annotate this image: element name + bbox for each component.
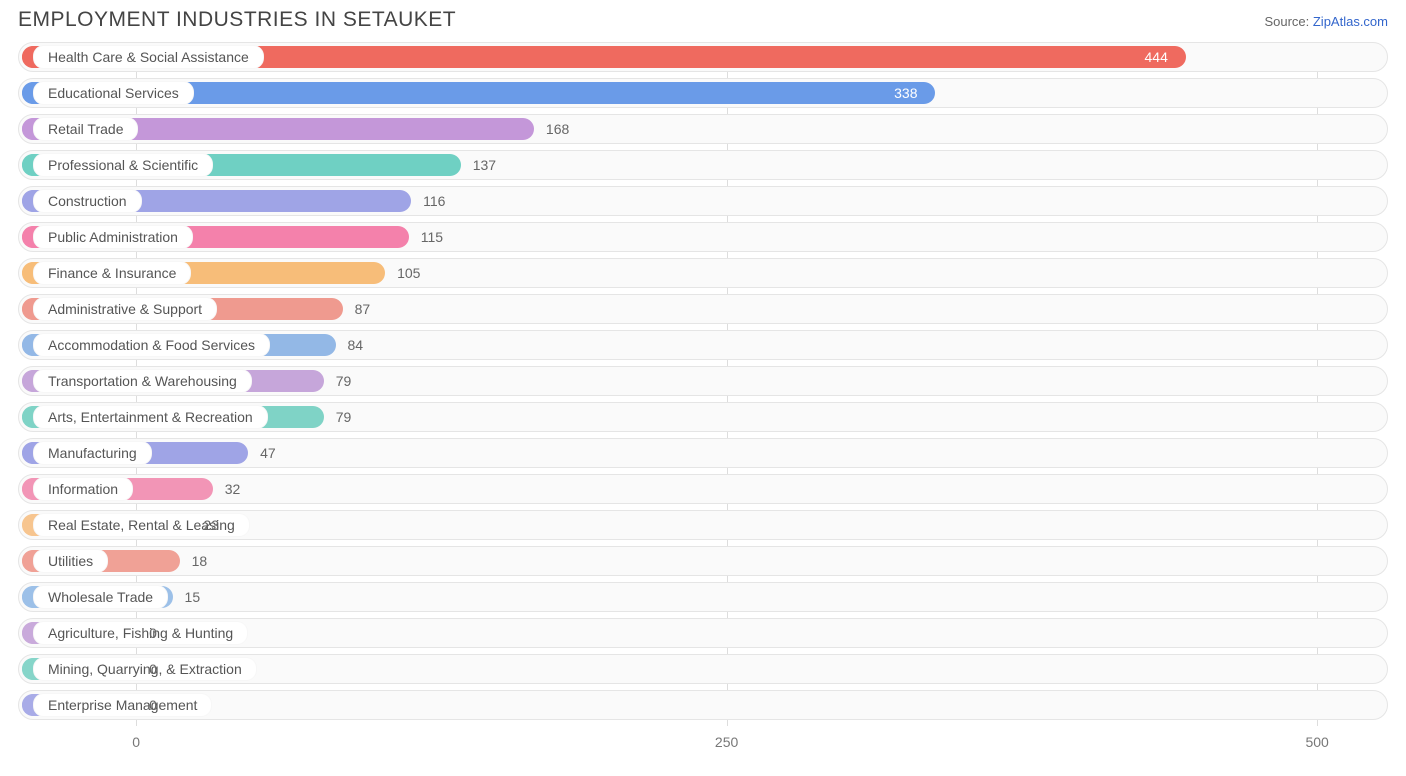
bar-label: Arts, Entertainment & Recreation — [33, 405, 268, 429]
bar-row: Public Administration 115 — [18, 222, 1388, 252]
bar-label: Manufacturing — [33, 441, 152, 465]
x-axis: 0 250 500 — [18, 730, 1388, 754]
bar-label: Mining, Quarrying, & Extraction — [33, 657, 257, 681]
bar-value: 0 — [149, 625, 157, 641]
bar-label: Transportation & Warehousing — [33, 369, 252, 393]
bar-label: Enterprise Management — [33, 693, 212, 717]
chart-title: EMPLOYMENT INDUSTRIES IN SETAUKET — [18, 8, 456, 32]
bar-label: Retail Trade — [33, 117, 138, 141]
bar-label: Educational Services — [33, 81, 194, 105]
bar-row: Health Care & Social Assistance 444 — [18, 42, 1388, 72]
bar-row: Transportation & Warehousing 79 — [18, 366, 1388, 396]
bar-value: 168 — [546, 121, 569, 137]
bar-value: 0 — [149, 697, 157, 713]
bar-row: Real Estate, Rental & Leasing23 — [18, 510, 1388, 540]
chart-header: EMPLOYMENT INDUSTRIES IN SETAUKET Source… — [0, 0, 1406, 36]
x-axis-tick-label: 250 — [715, 734, 738, 750]
bar-row: Manufacturing 47 — [18, 438, 1388, 468]
bar-label: Wholesale Trade — [33, 585, 168, 609]
bar-row: Retail Trade 168 — [18, 114, 1388, 144]
x-axis-tick-label: 500 — [1305, 734, 1328, 750]
bar-value: 338 — [894, 85, 917, 101]
source-link[interactable]: ZipAtlas.com — [1313, 14, 1388, 29]
bars-container: Health Care & Social Assistance 444 Educat… — [18, 42, 1388, 720]
bar-value: 444 — [1145, 49, 1168, 65]
bar-value: 105 — [397, 265, 420, 281]
chart-source: Source: ZipAtlas.com — [1264, 14, 1388, 29]
bar-label: Public Administration — [33, 225, 193, 249]
bar-label: Administrative & Support — [33, 297, 217, 321]
bar-value: 87 — [355, 301, 371, 317]
bar-row: Arts, Entertainment & Recreation 79 — [18, 402, 1388, 432]
bar-label: Utilities — [33, 549, 108, 573]
bar-value: 15 — [185, 589, 201, 605]
bar-label: Information — [33, 477, 133, 501]
bar-label: Health Care & Social Assistance — [33, 45, 264, 69]
bar-value: 47 — [260, 445, 276, 461]
bar-row: Information 32 — [18, 474, 1388, 504]
bar-label: Construction — [33, 189, 142, 213]
bar-value: 84 — [348, 337, 364, 353]
bar-row: Finance & Insurance 105 — [18, 258, 1388, 288]
bar-label: Accommodation & Food Services — [33, 333, 270, 357]
bar-value: 116 — [423, 193, 445, 209]
bar-value: 32 — [225, 481, 241, 497]
bar-value: 137 — [473, 157, 496, 173]
bar-row: Professional & Scientific 137 — [18, 150, 1388, 180]
x-axis-tick-label: 0 — [132, 734, 140, 750]
bar-row: Wholesale Trade 15 — [18, 582, 1388, 612]
bar-value: 18 — [192, 553, 208, 569]
source-prefix: Source: — [1264, 14, 1312, 29]
bar-row: Educational Services 338 — [18, 78, 1388, 108]
chart-area: Health Care & Social Assistance 444 Educat… — [18, 42, 1388, 754]
bar-value: 79 — [336, 409, 352, 425]
bar-row: Administrative & Support 87 — [18, 294, 1388, 324]
bar-row: Agriculture, Fishing & Hunting0 — [18, 618, 1388, 648]
bar-label: Agriculture, Fishing & Hunting — [33, 621, 248, 645]
bar-value: 115 — [421, 229, 443, 245]
bar-value: 79 — [336, 373, 352, 389]
bar-label: Professional & Scientific — [33, 153, 213, 177]
bar-row: Enterprise Management0 — [18, 690, 1388, 720]
bar-value: 23 — [203, 517, 219, 533]
bar-row: Construction 116 — [18, 186, 1388, 216]
bar-row: Utilities 18 — [18, 546, 1388, 576]
bar-row: Mining, Quarrying, & Extraction0 — [18, 654, 1388, 684]
bar-value: 0 — [149, 661, 157, 677]
bar-row: Accommodation & Food Services 84 — [18, 330, 1388, 360]
bar-label: Finance & Insurance — [33, 261, 191, 285]
